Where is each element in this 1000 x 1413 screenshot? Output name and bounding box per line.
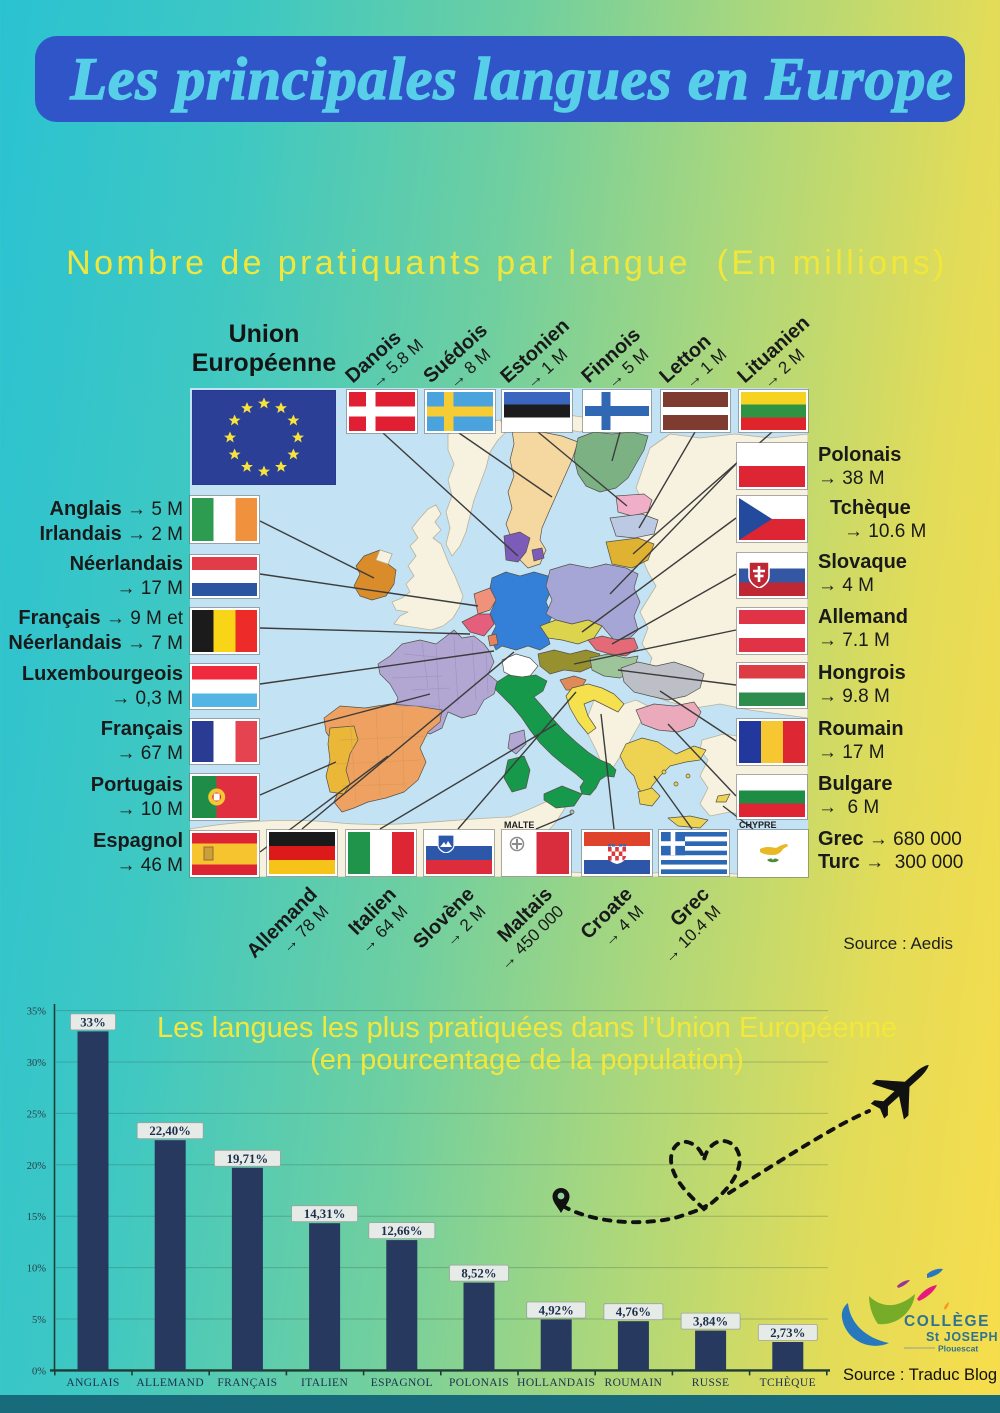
svg-text:33%: 33% [80, 1015, 106, 1029]
svg-text:4,76%: 4,76% [616, 1305, 651, 1319]
svg-text:20%: 20% [27, 1161, 47, 1172]
svg-text:POLONAIS: POLONAIS [449, 1377, 509, 1389]
svg-text:TCHÈQUE: TCHÈQUE [760, 1375, 816, 1389]
svg-text:15%: 15% [27, 1212, 47, 1223]
svg-text:2,73%: 2,73% [770, 1326, 805, 1340]
svg-text:RUSSE: RUSSE [692, 1377, 730, 1389]
svg-text:5%: 5% [32, 1315, 46, 1326]
svg-text:35%: 35% [27, 1007, 47, 1018]
svg-text:14,31%: 14,31% [304, 1207, 346, 1221]
svg-text:10%: 10% [27, 1264, 47, 1275]
svg-text:22,40%: 22,40% [149, 1124, 191, 1138]
svg-text:8,52%: 8,52% [461, 1267, 496, 1281]
svg-text:19,71%: 19,71% [227, 1152, 269, 1166]
svg-text:12,66%: 12,66% [381, 1224, 423, 1238]
svg-text:25%: 25% [27, 1109, 47, 1120]
svg-text:ESPAGNOL: ESPAGNOL [371, 1377, 433, 1389]
svg-text:HOLLANDAIS: HOLLANDAIS [517, 1377, 595, 1389]
svg-text:Plouescat: Plouescat [938, 1344, 978, 1354]
svg-text:COLLÈGE: COLLÈGE [904, 1313, 990, 1330]
svg-text:ROUMAIN: ROUMAIN [605, 1377, 663, 1389]
svg-text:ITALIEN: ITALIEN [301, 1377, 349, 1389]
svg-text:4,92%: 4,92% [539, 1304, 574, 1318]
svg-text:0%: 0% [32, 1366, 46, 1377]
svg-text:St JOSEPH: St JOSEPH [926, 1330, 998, 1344]
svg-text:ANGLAIS: ANGLAIS [66, 1377, 119, 1389]
svg-text:30%: 30% [27, 1058, 47, 1069]
svg-text:FRANÇAIS: FRANÇAIS [217, 1377, 277, 1389]
svg-text:3,84%: 3,84% [693, 1315, 728, 1329]
svg-text:ALLEMAND: ALLEMAND [136, 1377, 204, 1389]
